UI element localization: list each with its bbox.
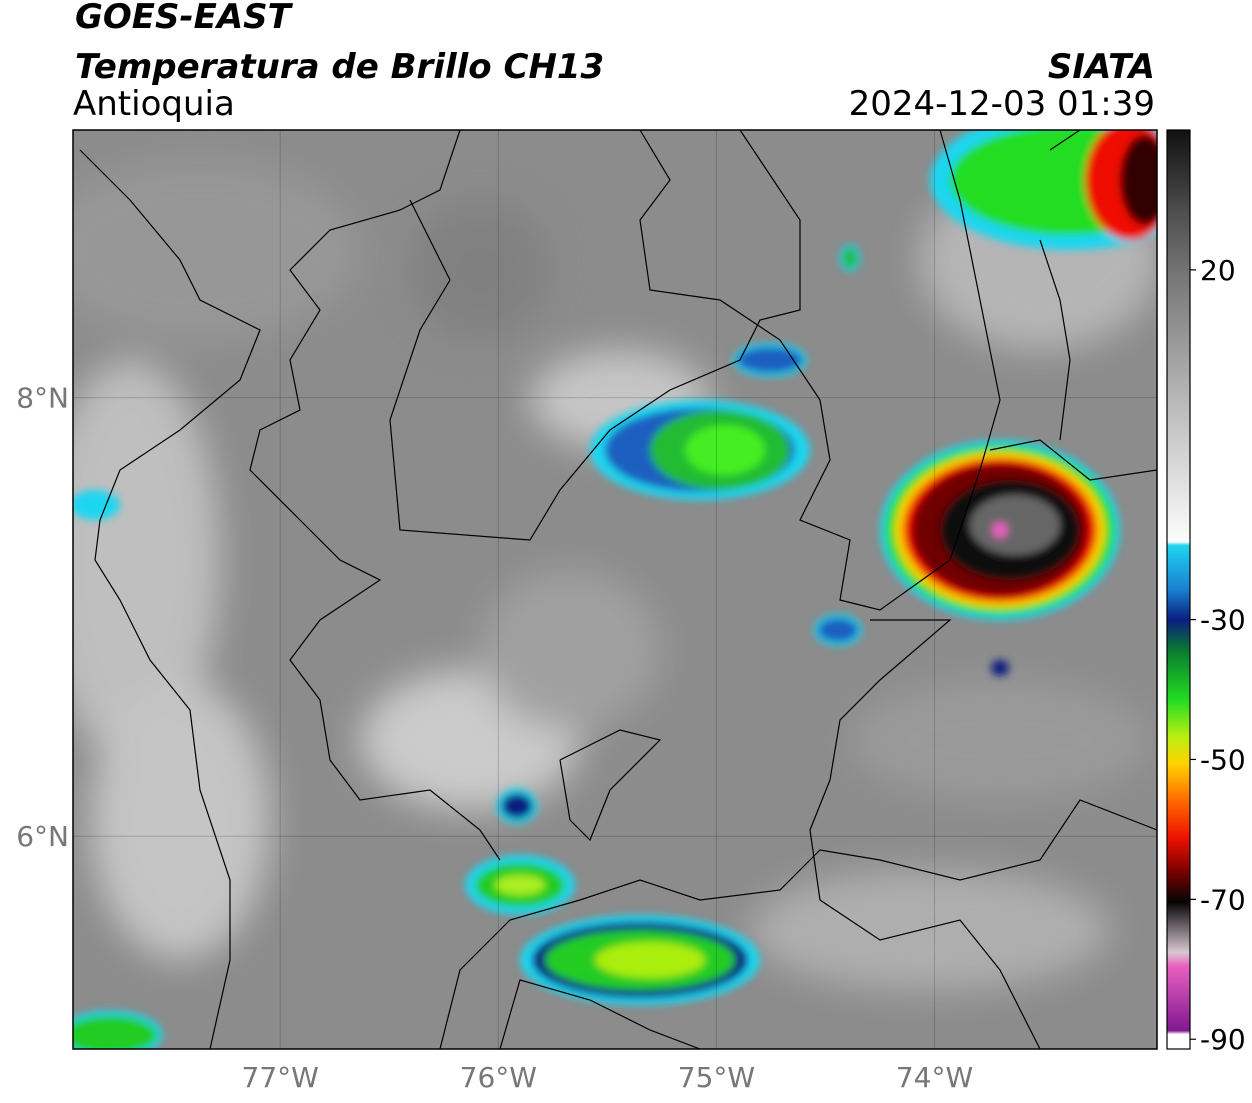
colorbar-tick-label: 20 <box>1200 254 1236 287</box>
satellite-title: GOES-EAST <box>75 0 294 37</box>
product-title: Temperatura de Brillo CH13 <box>75 47 604 87</box>
graticule: 77°W 76°W 75°W 74°W 8°N 6°N <box>16 130 1157 1094</box>
lat-tick-label: 8°N <box>16 382 69 415</box>
imagery <box>73 130 1157 1049</box>
source-label: SIATA <box>1048 47 1155 87</box>
colorbar-tick-label: -30 <box>1200 604 1246 637</box>
map-frame <box>72 129 1158 1050</box>
lat-tick-label: 6°N <box>16 820 69 853</box>
colorbar <box>1166 129 1191 1050</box>
datetime-label: 2024-12-03 01:39 <box>849 84 1155 124</box>
region-label: Antioquia <box>73 84 235 124</box>
lon-tick-label: 75°W <box>678 1061 755 1094</box>
lon-tick-label: 76°W <box>460 1061 537 1094</box>
colorbar-tick-label: -90 <box>1200 1023 1246 1056</box>
lon-tick-label: 77°W <box>242 1061 319 1094</box>
colorbar-tick-label: -50 <box>1200 743 1246 776</box>
colorbar-tick-label: -70 <box>1200 883 1246 916</box>
borders <box>79 130 1157 1049</box>
lon-tick-label: 74°W <box>896 1061 973 1094</box>
colorbar-ticks: 20 -30 -50 -70 -90 <box>1190 254 1246 1056</box>
